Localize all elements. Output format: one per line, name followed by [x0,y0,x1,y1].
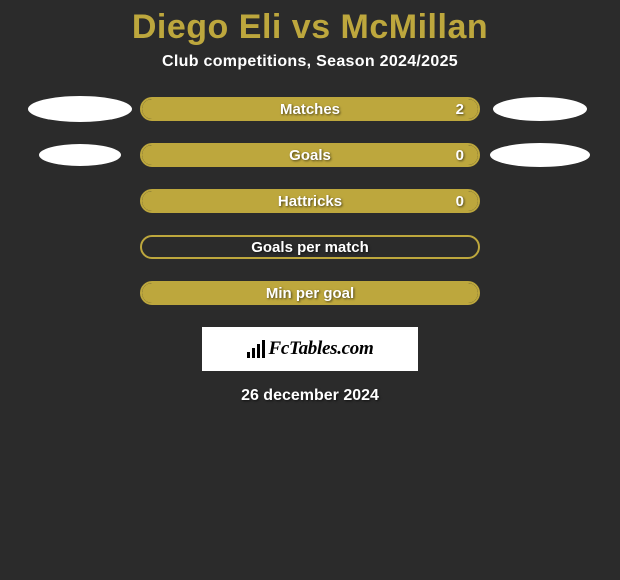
right-ellipse [490,143,590,167]
bar-label: Goals [289,147,331,164]
subtitle: Club competitions, Season 2024/2025 [0,53,620,71]
bars-icon [247,340,265,358]
bar-value: 0 [456,193,464,210]
badge-text: FcTables.com [269,338,374,360]
right-side [480,97,600,121]
stat-row: Matches 2 [0,97,620,121]
bar-label: Min per goal [266,285,354,302]
bar-value: 0 [456,147,464,164]
stat-bar: Goals per match [140,235,480,259]
stat-bar: Hattricks 0 [140,189,480,213]
bar-label: Matches [280,101,340,118]
stat-bar: Goals 0 [140,143,480,167]
stat-row: Hattricks 0 [0,189,620,213]
right-ellipse [493,97,587,121]
bar-label: Goals per match [251,239,369,256]
left-ellipse [39,144,121,166]
left-side [20,96,140,122]
right-side [480,143,600,167]
bar-value: 2 [456,101,464,118]
comparison-rows: Matches 2 Goals 0 Hattricks 0 Goals per match M… [0,97,620,305]
page-title: Diego Eli vs McMillan [0,0,620,53]
date-label: 26 december 2024 [0,387,620,405]
stat-bar: Matches 2 [140,97,480,121]
stat-row: Min per goal [0,281,620,305]
stat-row: Goals 0 [0,143,620,167]
source-badge: FcTables.com [202,327,418,371]
stat-bar: Min per goal [140,281,480,305]
bar-label: Hattricks [278,193,342,210]
left-ellipse [28,96,132,122]
stat-row: Goals per match [0,235,620,259]
left-side [20,144,140,166]
